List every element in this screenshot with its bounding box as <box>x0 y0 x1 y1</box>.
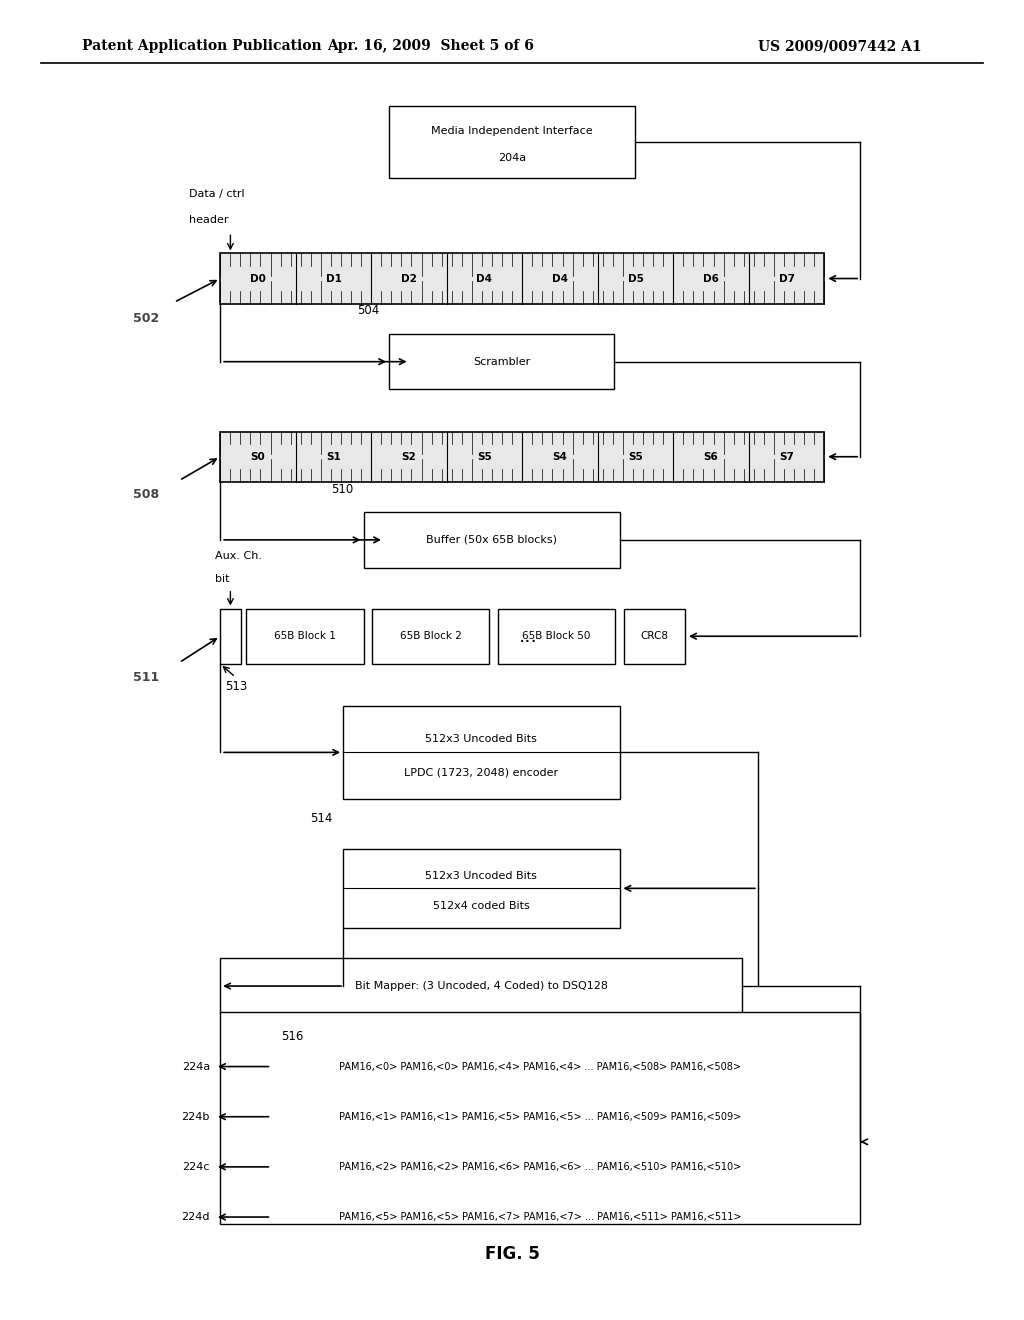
Text: D4: D4 <box>476 273 493 284</box>
FancyBboxPatch shape <box>498 609 615 664</box>
Text: 516: 516 <box>282 1030 304 1043</box>
FancyBboxPatch shape <box>220 432 824 482</box>
FancyBboxPatch shape <box>389 106 635 178</box>
Text: FIG. 5: FIG. 5 <box>484 1245 540 1263</box>
Text: S2: S2 <box>401 451 417 462</box>
Text: Media Independent Interface: Media Independent Interface <box>431 125 593 136</box>
FancyBboxPatch shape <box>364 512 620 568</box>
Text: S5: S5 <box>628 451 643 462</box>
Text: 65B Block 1: 65B Block 1 <box>273 631 336 642</box>
Text: Scrambler: Scrambler <box>473 356 530 367</box>
Text: D5: D5 <box>628 273 643 284</box>
Text: 65B Block 50: 65B Block 50 <box>522 631 591 642</box>
FancyBboxPatch shape <box>389 334 614 389</box>
Text: D4: D4 <box>552 273 568 284</box>
Text: 514: 514 <box>310 812 333 825</box>
FancyBboxPatch shape <box>343 849 620 928</box>
Text: PAM16,<1> PAM16,<1> PAM16,<5> PAM16,<5> ... PAM16,<509> PAM16,<509>: PAM16,<1> PAM16,<1> PAM16,<5> PAM16,<5> … <box>339 1111 741 1122</box>
Text: D0: D0 <box>250 273 266 284</box>
Text: Apr. 16, 2009  Sheet 5 of 6: Apr. 16, 2009 Sheet 5 of 6 <box>327 40 534 53</box>
Text: CRC8: CRC8 <box>640 631 669 642</box>
FancyBboxPatch shape <box>220 609 241 664</box>
Text: 512x4 coded Bits: 512x4 coded Bits <box>433 900 529 911</box>
Text: 510: 510 <box>331 483 353 496</box>
Text: 224a: 224a <box>181 1061 210 1072</box>
FancyBboxPatch shape <box>343 706 620 799</box>
FancyBboxPatch shape <box>220 1012 860 1224</box>
Text: D6: D6 <box>703 273 719 284</box>
Text: D2: D2 <box>401 273 417 284</box>
FancyBboxPatch shape <box>220 253 824 304</box>
Text: 224c: 224c <box>182 1162 210 1172</box>
Text: ...: ... <box>519 627 538 645</box>
Text: 65B Block 2: 65B Block 2 <box>399 631 462 642</box>
Text: 513: 513 <box>225 680 248 693</box>
Text: 502: 502 <box>133 312 160 325</box>
Text: header: header <box>189 215 229 226</box>
Text: bit: bit <box>215 574 229 585</box>
Text: Bit Mapper: (3 Uncoded, 4 Coded) to DSQ128: Bit Mapper: (3 Uncoded, 4 Coded) to DSQ1… <box>354 981 608 991</box>
Text: 224b: 224b <box>181 1111 210 1122</box>
Text: Aux. Ch.: Aux. Ch. <box>215 550 262 561</box>
FancyBboxPatch shape <box>624 609 685 664</box>
Text: PAM16,<5> PAM16,<5> PAM16,<7> PAM16,<7> ... PAM16,<511> PAM16,<511>: PAM16,<5> PAM16,<5> PAM16,<7> PAM16,<7> … <box>339 1212 741 1222</box>
Text: D7: D7 <box>778 273 795 284</box>
Text: 508: 508 <box>133 488 160 502</box>
Text: 504: 504 <box>356 304 379 317</box>
Text: S7: S7 <box>779 451 794 462</box>
Text: 512x3 Uncoded Bits: 512x3 Uncoded Bits <box>425 734 538 743</box>
Text: 511: 511 <box>133 671 160 684</box>
Text: PAM16,<0> PAM16,<0> PAM16,<4> PAM16,<4> ... PAM16,<508> PAM16,<508>: PAM16,<0> PAM16,<0> PAM16,<4> PAM16,<4> … <box>339 1061 741 1072</box>
Text: S1: S1 <box>326 451 341 462</box>
Text: 512x3 Uncoded Bits: 512x3 Uncoded Bits <box>425 871 538 882</box>
Text: Data / ctrl: Data / ctrl <box>189 189 245 199</box>
FancyBboxPatch shape <box>372 609 489 664</box>
Text: US 2009/0097442 A1: US 2009/0097442 A1 <box>758 40 922 53</box>
Text: S0: S0 <box>251 451 265 462</box>
Text: Patent Application Publication: Patent Application Publication <box>82 40 322 53</box>
Text: LPDC (1723, 2048) encoder: LPDC (1723, 2048) encoder <box>404 768 558 777</box>
Text: S6: S6 <box>703 451 719 462</box>
Text: D1: D1 <box>326 273 341 284</box>
Text: PAM16,<2> PAM16,<2> PAM16,<6> PAM16,<6> ... PAM16,<510> PAM16,<510>: PAM16,<2> PAM16,<2> PAM16,<6> PAM16,<6> … <box>339 1162 741 1172</box>
Text: Buffer (50x 65B blocks): Buffer (50x 65B blocks) <box>426 535 557 545</box>
Text: 204a: 204a <box>498 153 526 162</box>
Text: S5: S5 <box>477 451 492 462</box>
Text: S4: S4 <box>553 451 567 462</box>
FancyBboxPatch shape <box>220 958 742 1014</box>
Text: 224d: 224d <box>181 1212 210 1222</box>
FancyBboxPatch shape <box>246 609 364 664</box>
